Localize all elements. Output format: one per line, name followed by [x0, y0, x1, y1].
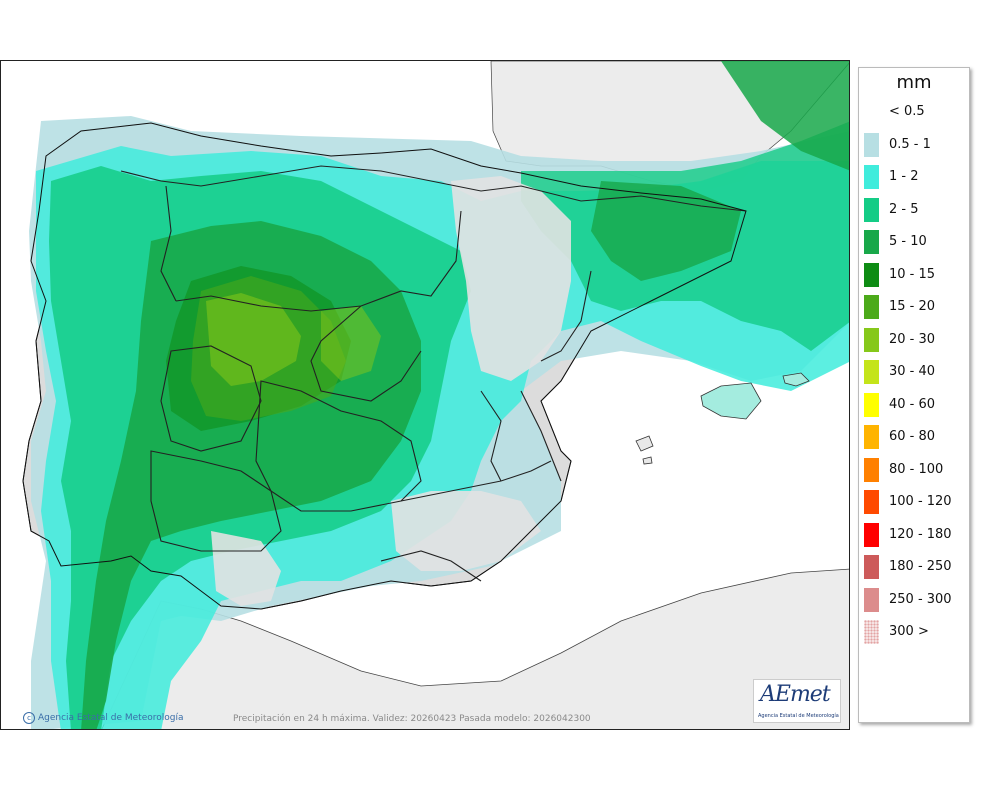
legend-item: 5 - 10	[864, 230, 968, 254]
legend-swatch	[864, 165, 879, 189]
legend-item: 80 - 100	[864, 457, 968, 482]
legend-swatch	[864, 457, 879, 482]
legend-label: 120 - 180	[889, 526, 952, 542]
credit-text: Agencia Estatal de Meteorología	[38, 713, 184, 723]
precipitation-map: c Agencia Estatal de Meteorología Precipi…	[0, 60, 850, 730]
legend-label: 250 - 300	[889, 591, 952, 607]
map-canvas	[22, 61, 849, 729]
copyright-icon: c	[23, 712, 35, 724]
legend-swatch	[864, 360, 879, 384]
ibiza	[635, 435, 654, 452]
legend-item: 120 - 180	[864, 522, 968, 547]
legend-swatch	[864, 197, 879, 222]
legend-label: 5 - 10	[889, 234, 927, 249]
legend-swatch	[864, 100, 879, 124]
legend-item: 15 - 20	[864, 295, 968, 319]
precip-20-30	[206, 293, 301, 386]
legend-item: 20 - 30	[864, 327, 968, 352]
legend-item: 2 - 5	[864, 197, 968, 222]
legend-swatch	[864, 327, 879, 352]
legend-swatch	[864, 490, 879, 514]
legend-item: 10 - 15	[864, 262, 968, 287]
legend-label: 2 - 5	[889, 201, 919, 217]
legend-label: 180 - 250	[889, 559, 952, 574]
legend-label: 30 - 40	[889, 364, 936, 379]
legend-swatch	[864, 392, 879, 417]
legend-label: 100 - 120	[889, 494, 952, 509]
legend-swatch	[864, 620, 879, 644]
legend-swatch	[864, 587, 879, 612]
credit-text-block: c Agencia Estatal de Meteorología	[23, 712, 184, 724]
formentera	[642, 456, 653, 465]
legend-label: 0.5 - 1	[889, 136, 931, 152]
mallorca	[700, 382, 762, 420]
legend-panel: mm < 0.5 0.5 - 1 1 - 2 2 - 5 5 - 10 10 - 15 15…	[858, 67, 970, 723]
legend-item: 100 - 120	[864, 490, 968, 514]
legend-item: 30 - 40	[864, 360, 968, 384]
legend-item: 300 >	[864, 620, 968, 644]
coastline	[22, 122, 747, 610]
logo-word: AEmet	[760, 682, 831, 707]
legend-label: 40 - 60	[889, 396, 936, 412]
legend-label: 80 - 100	[889, 461, 944, 477]
africa-land	[101, 568, 849, 729]
legend-item: 1 - 2	[864, 165, 968, 189]
legend-item: 40 - 60	[864, 392, 968, 417]
precip-5-10-north	[721, 61, 849, 171]
legend-label: 20 - 30	[889, 331, 936, 347]
legend-swatch	[864, 555, 879, 579]
legend-item: 250 - 300	[864, 587, 968, 612]
legend-label: 15 - 20	[889, 299, 936, 314]
legend-swatch	[864, 425, 879, 449]
aemet-logo: AEmet Agencia Estatal de Meteorología	[753, 679, 841, 723]
legend-item: 60 - 80	[864, 425, 968, 449]
precip-20-30-b	[321, 306, 381, 381]
legend-swatch	[864, 230, 879, 254]
legend-swatch	[864, 295, 879, 319]
dry-ebro	[451, 176, 571, 381]
dry-andalusia	[211, 531, 281, 606]
menorca	[782, 372, 810, 387]
logo-subtitle: Agencia Estatal de Meteorología	[758, 713, 839, 719]
legend-item: 0.5 - 1	[864, 132, 968, 157]
legend-swatch	[864, 522, 879, 547]
legend-label: < 0.5	[889, 104, 925, 119]
legend-swatch	[864, 132, 879, 157]
legend-swatch	[864, 262, 879, 287]
legend-label: 10 - 15	[889, 266, 936, 282]
legend-item: 180 - 250	[864, 555, 968, 579]
dry-southeast	[391, 491, 541, 571]
map-caption: Precipitación en 24 h máxima. Validez: 2…	[233, 714, 591, 724]
region-borders	[120, 165, 747, 582]
legend-label: 1 - 2	[889, 169, 919, 184]
legend-label: 60 - 80	[889, 429, 936, 444]
legend-item: < 0.5	[864, 100, 968, 124]
legend-label: 300 >	[889, 624, 929, 639]
legend-unit: mm	[896, 72, 932, 93]
